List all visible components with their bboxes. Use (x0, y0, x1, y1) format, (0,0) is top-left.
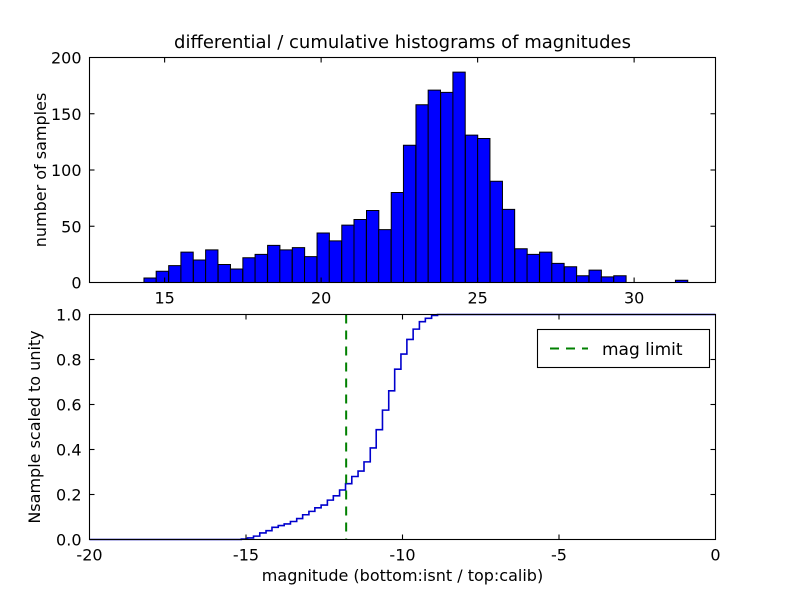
top-x-tick-label: 20 (311, 289, 331, 308)
histogram-bar (156, 271, 168, 282)
histogram-bar (268, 245, 280, 282)
histogram-bar (589, 270, 601, 282)
bottom-x-tick-label: -5 (551, 546, 567, 565)
histogram-bar (305, 257, 317, 283)
bottom-y-tick-label: 0.6 (56, 396, 81, 415)
bottom-y-tick-label: 0.0 (56, 531, 81, 550)
histogram-bar (577, 276, 589, 283)
histogram-bar (181, 252, 193, 282)
bottom-y-tick-label: 1.0 (56, 306, 81, 325)
top-x-tick-label: 25 (467, 289, 487, 308)
histogram-bar (379, 230, 391, 283)
top-y-tick-label: 150 (51, 105, 82, 124)
histogram-bar (230, 269, 242, 283)
legend[interactable]: mag limit (538, 330, 710, 368)
histogram-bar (329, 241, 341, 283)
histogram-bar (292, 248, 304, 283)
histogram-bar (540, 252, 552, 282)
histogram-bar (416, 105, 428, 283)
histogram-bar (206, 250, 218, 283)
histogram-bar (354, 220, 366, 283)
histogram-bar (243, 258, 255, 283)
top-y-axis-label: number of samples (31, 93, 50, 248)
matplotlib-figure: 15 20 25 30 0 50 100 150 200 differential / cum… (0, 0, 800, 600)
histogram-bar (478, 139, 490, 283)
top-x-tick-label: 30 (624, 289, 644, 308)
histogram-bar (144, 278, 156, 283)
histogram-bar (601, 277, 613, 283)
bottom-y-tick-label: 0.2 (56, 486, 81, 505)
histogram-bar (342, 225, 354, 282)
top-y-tick-label: 200 (51, 49, 82, 68)
bottom-y-tick-label: 0.4 (56, 441, 81, 460)
bottom-x-axis-label: magnitude (bottom:isnt / top:calib) (262, 566, 543, 585)
histogram-bar (465, 135, 477, 282)
top-x-tick-label: 15 (154, 289, 174, 308)
histogram-bar (552, 263, 564, 282)
top-y-tick-label: 0 (71, 274, 81, 293)
histogram-bar (403, 145, 415, 282)
histogram-bar (367, 211, 379, 283)
histogram-bar (564, 267, 576, 283)
bottom-x-tick-label: -15 (233, 546, 259, 565)
histogram-bar (169, 266, 181, 283)
histogram-bar (453, 72, 465, 282)
histogram-bar (614, 276, 626, 283)
page-title: differential / cumulative histograms of … (174, 32, 631, 53)
figure-background (0, 0, 800, 600)
histogram-bar (490, 181, 502, 282)
histogram-bar (193, 260, 205, 283)
bottom-x-tick-label: -10 (389, 546, 415, 565)
top-y-tick-label: 50 (61, 217, 81, 236)
histogram-bar (280, 250, 292, 283)
histogram-bar (502, 209, 514, 282)
histogram-bar (391, 193, 403, 283)
histogram-bar (515, 249, 527, 283)
legend-label-mag-limit: mag limit (602, 340, 683, 360)
histogram-bar (317, 233, 329, 283)
bottom-x-tick-label: 0 (710, 546, 720, 565)
bottom-y-tick-label: 0.8 (56, 351, 81, 370)
histogram-bar (428, 90, 440, 282)
figure-canvas: 15 20 25 30 0 50 100 150 200 differential / cum… (0, 0, 800, 600)
bottom-y-axis-label: Nsample scaled to unity (25, 330, 44, 523)
histogram-bar (441, 92, 453, 282)
histogram-bar (527, 254, 539, 282)
top-y-tick-label: 100 (51, 161, 82, 180)
histogram-bar (255, 254, 267, 282)
histogram-bar (218, 265, 230, 283)
